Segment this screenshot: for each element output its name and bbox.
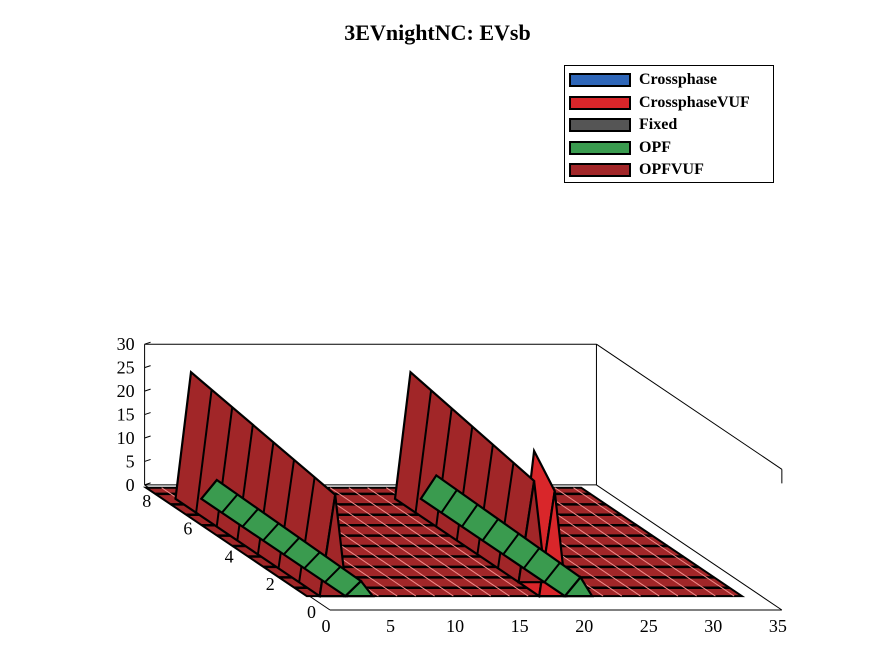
bar-divider [195, 389, 213, 513]
bar-divider [241, 508, 259, 528]
x-tick-label: 25 [640, 616, 658, 636]
floor-grid-line [311, 487, 473, 597]
bar-divider [523, 547, 541, 569]
y-tick-label: 2 [266, 574, 275, 594]
x-tick-label: 5 [386, 616, 395, 636]
z-tick-label: 5 [126, 451, 135, 471]
legend-item-opfvuf: OPFVUF [565, 159, 773, 182]
y-tick-label: 0 [307, 602, 316, 622]
legend-label-crossphasevuf: CrossphaseVUF [639, 93, 750, 111]
bar-divider [543, 562, 561, 583]
z-tick-mark [144, 482, 151, 486]
z-tick-mark [144, 365, 151, 369]
floor-grid-line [535, 487, 697, 597]
z-tick-label: 25 [117, 358, 135, 378]
floor-grid-line [573, 487, 735, 597]
z-tick-mark [144, 412, 151, 416]
legend-item-opf: OPF [565, 137, 773, 160]
y-tick-label: 4 [225, 546, 234, 566]
z-tick-label: 10 [117, 428, 135, 448]
legend-swatch-opf [569, 140, 631, 155]
floor-grid-line [348, 487, 510, 597]
bar-divider [502, 533, 520, 555]
axis-right-depth [596, 484, 783, 611]
legend-label-opf: OPF [639, 138, 671, 156]
bar-divider [461, 503, 479, 528]
bar-divider [481, 518, 499, 542]
z-tick-mark [144, 458, 151, 462]
x-tick-label: 10 [446, 616, 464, 636]
x-tick-label: 30 [704, 616, 722, 636]
bar-front-opf [342, 579, 375, 598]
bar-front-opf [562, 575, 595, 598]
legend-swatch-fixed [569, 118, 631, 133]
x-tick-label: 15 [511, 616, 529, 636]
z-tick-label: 30 [117, 334, 135, 354]
bar-divider [262, 522, 280, 542]
z-tick-label: 0 [126, 475, 135, 495]
z-tick-mark [144, 435, 151, 439]
bar-divider [324, 565, 342, 583]
bar-divider [440, 489, 458, 514]
floor-grid-line [329, 487, 492, 597]
legend-label-crossphase: Crossphase [639, 71, 717, 89]
floor-grid-line [367, 487, 529, 597]
legend-label-fixed: Fixed [639, 116, 678, 134]
z-tick-mark [144, 341, 151, 345]
z-tick-label: 15 [117, 405, 135, 425]
legend-item-crossphasevuf: CrossphaseVUF [565, 92, 773, 115]
bar-divider [283, 537, 300, 556]
axis-right-top [596, 343, 783, 470]
x-tick-label: 20 [575, 616, 593, 636]
x-tick-label: 35 [769, 616, 787, 636]
legend-swatch-crossphase [569, 73, 631, 88]
z-tick-label: 20 [117, 381, 135, 401]
y-tick-label: 8 [142, 491, 151, 511]
legend-item-fixed: Fixed [565, 114, 773, 137]
bar-walls [174, 369, 595, 598]
bar-divider [414, 390, 433, 513]
legend-swatch-opfvuf [569, 163, 631, 178]
legend-item-crossphase: Crossphase [565, 69, 773, 92]
bar-divider [221, 493, 239, 514]
x-tick-label: 0 [322, 616, 331, 636]
y-tick-label: 6 [183, 519, 192, 539]
legend-swatch-crossphasevuf [569, 95, 631, 110]
bar-divider [303, 551, 321, 569]
z-tick-mark [144, 388, 151, 392]
legend: Crossphase CrossphaseVUF Fixed OPF OPFVU… [564, 65, 774, 183]
floor-grid-line [554, 487, 716, 597]
chart-title: 3EVnightNC: EVsb [344, 20, 531, 45]
legend-label-opfvuf: OPFVUF [639, 161, 704, 179]
